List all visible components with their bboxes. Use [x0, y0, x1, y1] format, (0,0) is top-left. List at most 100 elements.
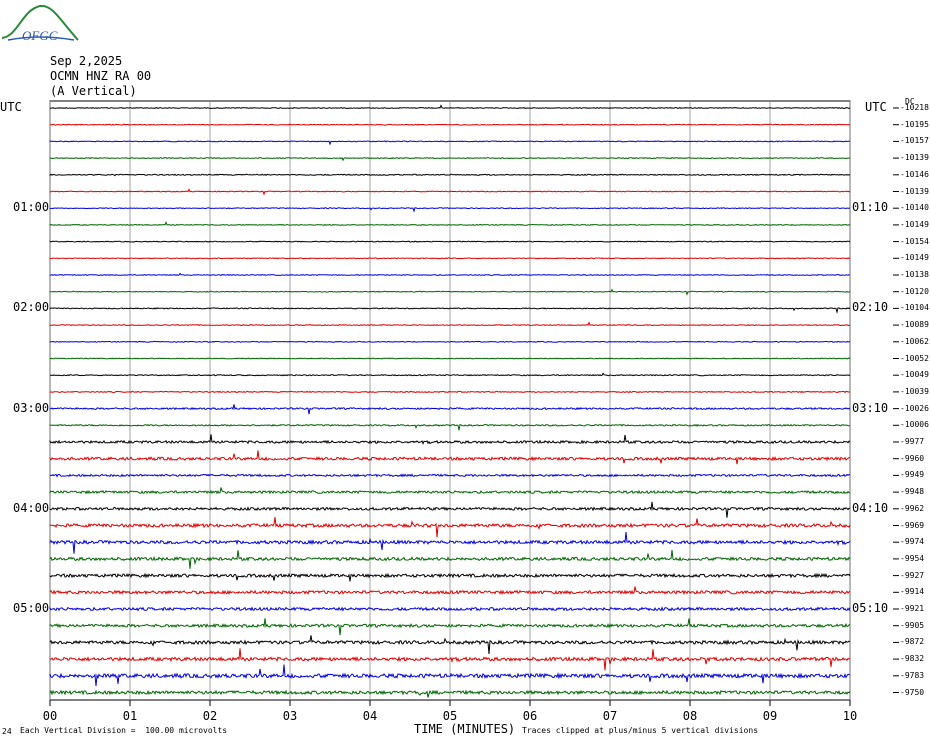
dc-offset-label: -10026 [900, 403, 929, 413]
dc-offset-label: -10149 [900, 253, 929, 263]
seismic-trace [49, 450, 851, 465]
dc-offset-label: -10139 [900, 153, 929, 163]
seismic-trace [49, 340, 851, 343]
right-time-label: 03:10 [852, 400, 889, 415]
seismic-trace [49, 606, 851, 612]
dc-offset-label: -9914 [900, 587, 925, 597]
x-tick-label: 08 [683, 709, 697, 723]
seismic-trace [49, 423, 851, 431]
seismic-trace [49, 188, 851, 196]
seismic-trace [50, 372, 851, 377]
dc-offset-label: -9921 [900, 604, 925, 613]
dc-offset-label: -10006 [900, 420, 929, 430]
ofgc-logo-wave-icon [1, 4, 79, 41]
left-time-label: 01:00 [13, 200, 50, 215]
x-tick-label: 05 [443, 709, 457, 723]
dc-offset-label: -9783 [900, 670, 925, 680]
seismic-trace [49, 357, 851, 360]
dc-header-label: DC [905, 97, 915, 106]
seismic-trace [49, 221, 851, 226]
left-time-label: 03:00 [13, 400, 50, 415]
dc-offset-label: -10149 [900, 219, 929, 229]
utc-right-label: UTC [865, 100, 887, 114]
x-tick-label: 10 [843, 709, 857, 723]
dc-offset-label: -9977 [900, 437, 925, 446]
right-time-label: 01:10 [852, 200, 889, 215]
dc-offset-label: -9974 [900, 537, 925, 547]
x-tick-label: 07 [603, 709, 617, 723]
seismic-trace [49, 288, 851, 296]
dc-offset-label: -10039 [900, 386, 929, 396]
dc-offset-label: -9750 [900, 687, 925, 697]
dc-offset-label: -9969 [900, 520, 925, 530]
scale-note: Each Vertical Division = 100.00 microvol… [20, 726, 228, 735]
seismic-trace [49, 272, 851, 277]
seismic-trace [49, 531, 851, 554]
clip-note: Traces clipped at plus/minus 5 vertical … [522, 726, 759, 735]
left-time-label: 02:00 [13, 300, 50, 315]
seismic-trace [49, 572, 851, 582]
dc-offset-label: -10138 [900, 270, 929, 279]
station-label: OCMN HNZ RA 00 [50, 69, 152, 83]
left-time-label: 04:00 [13, 500, 50, 515]
seismic-trace [49, 307, 851, 314]
logo-text: OFGC [22, 28, 58, 43]
right-time-label: 02:10 [852, 300, 889, 315]
seismic-trace [49, 586, 851, 596]
dc-offset-label: -9927 [900, 570, 925, 580]
seismic-trace [49, 550, 851, 569]
seismic-trace [49, 473, 851, 478]
seismic-trace [49, 635, 851, 654]
dc-offset-label: -10139 [900, 186, 929, 196]
seismic-trace [49, 689, 851, 698]
date-label: Sep 2,2025 [50, 54, 123, 68]
x-tick-label: 02 [203, 709, 217, 723]
logo: OFGC [1, 4, 79, 43]
seismic-trace [49, 240, 851, 243]
x-tick-label: 00 [43, 709, 57, 723]
x-tick-label: 04 [363, 709, 377, 723]
seismic-trace [49, 157, 851, 162]
corner-mark: 24 [2, 727, 12, 736]
seismic-trace [49, 104, 851, 110]
dc-offset-label: -10089 [900, 320, 929, 330]
seismic-trace [49, 487, 851, 495]
dc-offset-label: -10120 [900, 286, 929, 296]
seismic-trace [49, 207, 850, 213]
x-axis-label: TIME (MINUTES) [414, 722, 516, 736]
seismic-trace [49, 648, 851, 671]
dc-offset-label: -10062 [900, 336, 929, 346]
dc-offset-label: -9948 [900, 487, 925, 497]
dc-offset-label: -10195 [900, 119, 929, 129]
dc-offset-label: -9949 [900, 470, 925, 480]
dc-offset-label: -9905 [900, 620, 925, 630]
seismic-trace [49, 123, 851, 126]
seismic-trace [49, 321, 851, 327]
x-tick-label: 01 [123, 709, 137, 723]
component-label: (A Vertical) [50, 84, 137, 98]
dc-offset-label: -10154 [900, 236, 929, 246]
left-time-label: 05:00 [13, 601, 50, 615]
dc-offset-label: -10140 [900, 203, 929, 213]
right-time-label: 04:10 [852, 500, 889, 515]
seismic-trace [49, 618, 851, 636]
utc-left-label: UTC [0, 100, 22, 114]
seismic-trace [49, 257, 851, 260]
seismic-trace [49, 434, 851, 445]
seismic-trace [49, 390, 851, 394]
x-tick-label: 03 [283, 709, 297, 723]
dc-offset-label: -9872 [900, 637, 925, 647]
dc-offset-label: -9954 [900, 553, 925, 563]
dc-offset-label: -10052 [900, 353, 929, 363]
seismic-trace [49, 404, 851, 415]
seismic-trace [49, 664, 851, 687]
seismic-trace [49, 173, 851, 177]
seismic-trace [49, 140, 851, 146]
dc-offset-label: -9960 [900, 453, 925, 463]
seismic-trace [49, 517, 851, 538]
x-tick-label: 06 [523, 709, 537, 723]
dc-offset-label: -10218 [900, 103, 929, 112]
dc-offset-label: -10104 [900, 303, 929, 313]
right-time-label: 05:10 [852, 601, 889, 615]
